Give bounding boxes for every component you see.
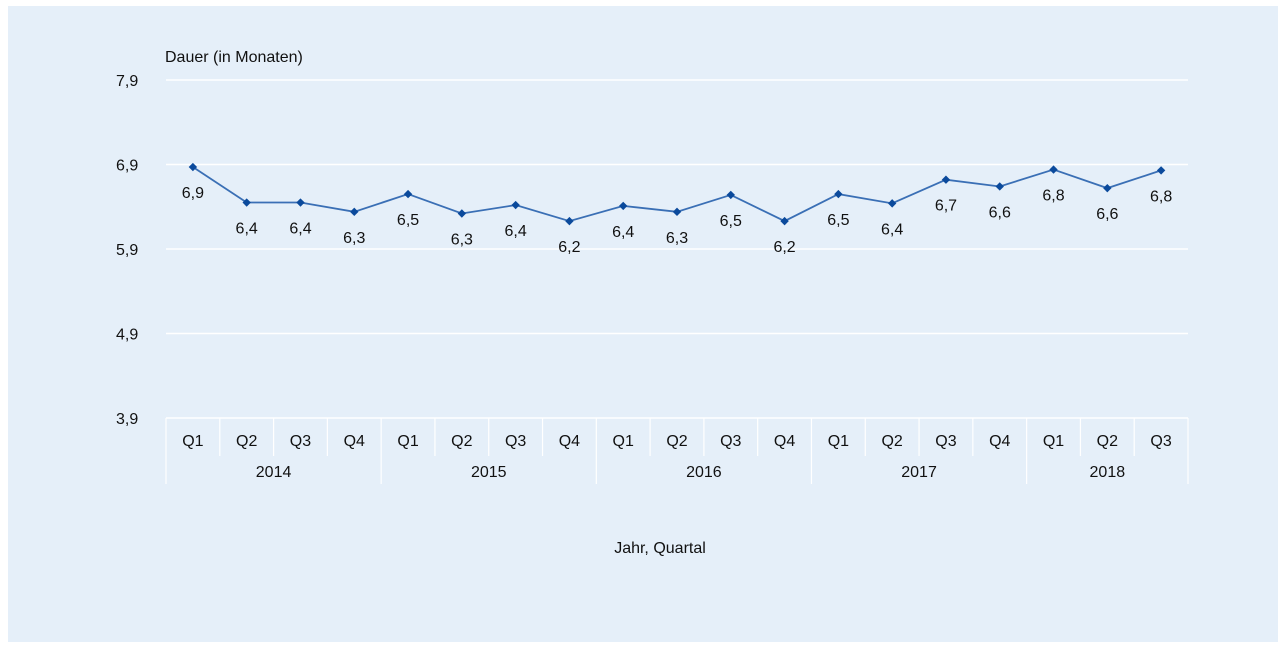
data-label: 6,2 [773,239,795,256]
x-tick-label: Q4 [559,433,580,450]
x-group-label: 2014 [256,464,292,481]
x-tick-label: Q1 [397,433,418,450]
data-label: 6,9 [182,185,204,202]
data-label: 6,2 [558,239,580,256]
data-point [242,198,251,207]
data-label: 6,3 [343,230,365,247]
data-label: 6,5 [397,212,419,229]
x-group-label: 2018 [1090,464,1126,481]
x-tick-label: Q1 [828,433,849,450]
data-point [511,200,520,210]
y-tick-label: 7,9 [116,73,138,90]
series-group: 6,9 6,4 6,4 6,3 6,5 6,3 6,4 6,2 6,4 6,3 6,5 6,2 6,5 6… [182,162,1172,256]
data-label: 6,3 [451,232,473,249]
data-point [188,162,198,172]
data-point [887,199,897,208]
data-point [672,207,682,217]
data-label: 6,4 [505,223,527,240]
x-axis-title: Jahr, Quartal [614,540,706,557]
x-group-label: 2017 [901,464,937,481]
x-tick-label: Q2 [1097,433,1118,450]
data-label: 6,8 [1150,188,1172,205]
y-tick-label: 4,9 [116,327,138,344]
data-point [403,189,413,199]
x-tick-label: Q1 [613,433,634,450]
data-label: 6,6 [989,204,1011,221]
data-label: 6,8 [1042,188,1064,205]
x-tick-label: Q4 [344,433,365,450]
data-label: 6,4 [612,224,634,241]
x-axis: Q1 Q2 Q3 Q4 Q1 Q2 Q3 Q4 Q1 Q2 Q3 Q4 Q1 Q2 Q3 Q4 Q1 Q2 Q3 20… [165,418,1189,484]
x-tick-label: Q1 [1043,433,1064,450]
data-point [457,209,467,218]
x-tick-label: Q4 [774,433,795,450]
data-point [941,175,951,184]
x-tick-label: Q1 [182,433,203,450]
x-group-label: 2015 [471,464,507,481]
data-label: 6,5 [720,213,742,230]
data-point [565,216,574,226]
x-tick-label: Q3 [720,433,741,450]
y-axis-ticks: 3,9 4,9 5,9 6,9 7,9 [116,73,138,428]
data-point [1156,166,1166,175]
data-point [780,216,789,226]
data-point [834,189,843,199]
x-tick-label: Q3 [1150,433,1171,450]
data-label: 6,6 [1096,206,1118,223]
data-point [619,201,628,211]
data-label: 6,4 [236,221,258,238]
y-tick-label: 3,9 [116,411,138,428]
y-axis-title: Dauer (in Monaten) [165,49,303,66]
x-tick-label: Q2 [881,433,902,450]
chart-panel: Dauer (in Monaten) Jahr, Quartal 3,9 4,9 5… [8,6,1278,642]
data-label: 6,5 [827,212,849,229]
y-tick-label: 5,9 [116,242,138,259]
data-label: 6,4 [289,221,311,238]
data-point [1049,165,1058,174]
data-label: 6,7 [935,198,957,215]
data-point [350,207,359,217]
data-point [1103,183,1112,193]
x-tick-label: Q3 [935,433,956,450]
x-tick-label: Q2 [236,433,257,450]
x-tick-label: Q2 [666,433,687,450]
x-group-label: 2016 [686,464,722,481]
x-tick-label: Q2 [451,433,472,450]
x-tick-label: Q3 [290,433,311,450]
x-tick-label: Q4 [989,433,1010,450]
data-point [995,182,1004,191]
line-chart: Dauer (in Monaten) Jahr, Quartal 3,9 4,9 5… [116,49,1189,557]
data-point [296,198,305,207]
data-label: 6,3 [666,230,688,247]
x-tick-label: Q3 [505,433,526,450]
data-label: 6,4 [881,221,903,238]
data-point [726,190,735,200]
gridlines [166,79,1188,419]
y-tick-label: 6,9 [116,158,138,175]
